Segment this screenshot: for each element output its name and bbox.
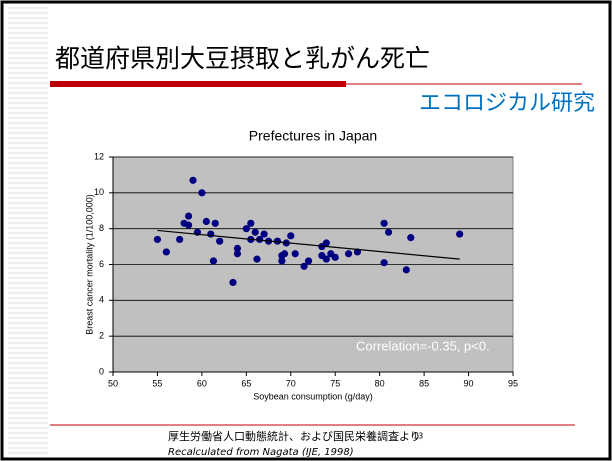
point xyxy=(153,235,162,244)
point xyxy=(380,259,388,267)
x-tick-label: 70 xyxy=(286,378,296,388)
y-tick-label: 0 xyxy=(99,366,104,376)
annotation: Correlation=-0.35, p<0. xyxy=(356,338,490,353)
chart: Prefectures in Japan 0 2 4 6 8 10 12 50 55 60 65 70 7… xyxy=(84,128,518,402)
point xyxy=(260,230,268,238)
point xyxy=(402,266,410,274)
point xyxy=(216,237,224,245)
point xyxy=(176,235,184,244)
point xyxy=(384,228,393,236)
point xyxy=(287,232,295,240)
title-bar xyxy=(50,81,346,87)
y-tick-label: 6 xyxy=(99,259,104,269)
point xyxy=(233,250,242,258)
point xyxy=(344,250,353,258)
x-tick-label: 95 xyxy=(508,378,518,388)
point xyxy=(322,255,330,263)
x-tick-label: 80 xyxy=(375,378,385,388)
x-tick-label: 75 xyxy=(330,378,340,388)
point xyxy=(209,257,218,265)
x-tick-label: 65 xyxy=(241,378,251,388)
point xyxy=(229,278,237,287)
point xyxy=(456,230,464,238)
slide-subtitle: エコロジカル研究 xyxy=(419,91,595,116)
point xyxy=(211,219,219,227)
point xyxy=(184,212,193,220)
point xyxy=(291,250,299,258)
point xyxy=(256,235,264,244)
point xyxy=(198,189,206,197)
point xyxy=(253,255,261,263)
point xyxy=(189,176,197,184)
x-tick-label: 85 xyxy=(419,378,429,388)
point xyxy=(407,234,415,242)
x-tick-label: 90 xyxy=(464,378,474,388)
x-tick-label: 60 xyxy=(197,378,207,388)
point xyxy=(273,237,282,245)
note: Recalculated from Nagata (IJE, 1998) xyxy=(168,447,354,458)
point xyxy=(322,239,330,247)
y-tick-label: 2 xyxy=(99,331,104,341)
page-number: 13 xyxy=(413,432,423,441)
point xyxy=(331,253,339,261)
point xyxy=(278,257,286,265)
y-tick-label: 10 xyxy=(94,187,104,197)
point xyxy=(202,217,210,226)
point xyxy=(380,219,388,227)
point xyxy=(280,250,289,258)
x-axis-label: Soybean consumption (g/day) xyxy=(253,391,373,401)
slide-title: 都道府県別大豆摂取と乳がん死亡 xyxy=(55,44,430,73)
point xyxy=(300,262,308,270)
point xyxy=(304,257,313,265)
y-tick-label: 8 xyxy=(99,223,104,233)
y-axis-label: Breast cancer mortality (1/100,000) xyxy=(84,194,94,335)
trendline xyxy=(157,229,460,260)
stripes xyxy=(8,7,48,454)
y-tick-label: 4 xyxy=(99,295,104,305)
point xyxy=(247,219,255,227)
x-tick-label: 50 xyxy=(108,378,118,388)
y-tick-label: 12 xyxy=(94,151,104,161)
x-tick-label: 55 xyxy=(152,378,162,388)
chart-title: Prefectures in Japan xyxy=(249,128,377,144)
point xyxy=(162,248,170,256)
point xyxy=(233,244,242,252)
point xyxy=(242,225,250,233)
point xyxy=(184,221,193,229)
point xyxy=(207,230,215,238)
point xyxy=(251,228,259,236)
source: 厚生労働省人口動態統計、および国民栄養調査より xyxy=(168,429,421,443)
